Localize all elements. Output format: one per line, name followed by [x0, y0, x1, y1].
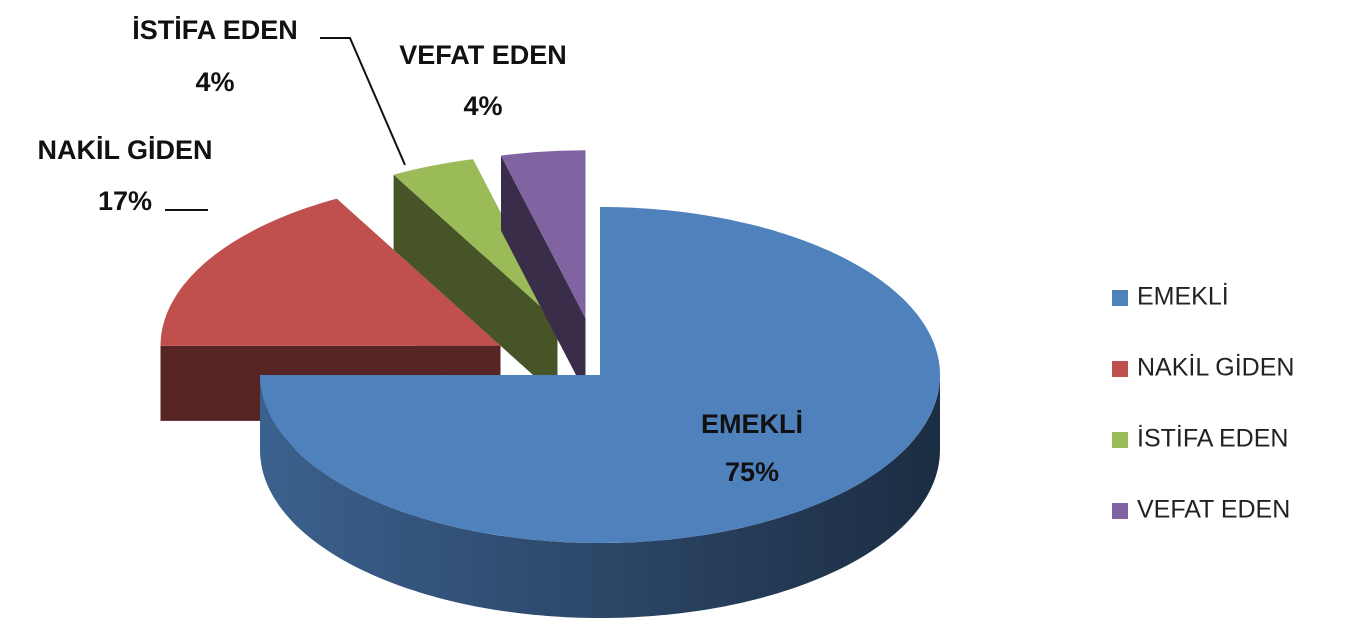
slice-side [260, 375, 940, 618]
slice-side [501, 155, 586, 394]
legend-label: EMEKLİ [1137, 282, 1229, 311]
slice-side [393, 174, 558, 397]
data-label: 75% [725, 457, 779, 487]
slice [393, 159, 558, 322]
slice [260, 207, 940, 543]
data-label: 17% [98, 186, 152, 216]
legend-label: İSTİFA EDEN [1137, 424, 1288, 453]
legend-label: NAKİL GİDEN [1137, 353, 1294, 382]
data-label: İSTİFA EDEN [132, 15, 298, 45]
data-label: VEFAT EDEN [399, 40, 567, 70]
data-label: NAKİL GİDEN [37, 135, 212, 165]
data-label: 4% [195, 67, 234, 97]
legend-swatch [1112, 432, 1128, 448]
legend-label: VEFAT EDEN [1137, 496, 1290, 524]
legend-swatch [1112, 361, 1128, 377]
slice [160, 198, 501, 346]
legend-swatch [1112, 290, 1128, 306]
legend-swatch [1112, 503, 1128, 519]
data-label: 4% [463, 91, 502, 121]
data-label: EMEKLİ [701, 409, 803, 439]
slice [501, 150, 586, 319]
leader-line [320, 37, 406, 166]
